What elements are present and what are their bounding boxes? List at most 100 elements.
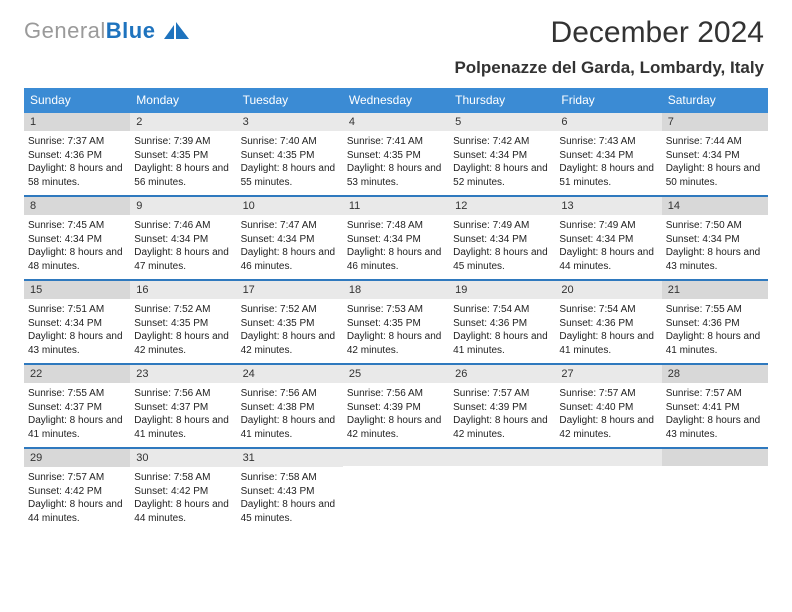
day-cell: 26Sunrise: 7:57 AMSunset: 4:39 PMDayligh…: [449, 365, 555, 447]
day-cell: 7Sunrise: 7:44 AMSunset: 4:34 PMDaylight…: [662, 113, 768, 195]
day-cell: 5Sunrise: 7:42 AMSunset: 4:34 PMDaylight…: [449, 113, 555, 195]
day-info: Sunrise: 7:57 AMSunset: 4:42 PMDaylight:…: [24, 467, 130, 525]
sunset-line: Sunset: 4:43 PM: [241, 485, 339, 499]
daylight-line: Daylight: 8 hours and 42 minutes.: [347, 330, 445, 357]
day-info: Sunrise: 7:41 AMSunset: 4:35 PMDaylight:…: [343, 131, 449, 189]
day-cell: 23Sunrise: 7:56 AMSunset: 4:37 PMDayligh…: [130, 365, 236, 447]
calendar-week: 8Sunrise: 7:45 AMSunset: 4:34 PMDaylight…: [24, 197, 768, 281]
day-cell: 29Sunrise: 7:57 AMSunset: 4:42 PMDayligh…: [24, 449, 130, 531]
day-number: 18: [343, 281, 449, 299]
day-number: 3: [237, 113, 343, 131]
day-cell: 12Sunrise: 7:49 AMSunset: 4:34 PMDayligh…: [449, 197, 555, 279]
sunset-line: Sunset: 4:34 PM: [347, 233, 445, 247]
day-info: Sunrise: 7:45 AMSunset: 4:34 PMDaylight:…: [24, 215, 130, 273]
day-number: 8: [24, 197, 130, 215]
day-number: 1: [24, 113, 130, 131]
sunrise-line: Sunrise: 7:57 AM: [28, 471, 126, 485]
day-cell: 31Sunrise: 7:58 AMSunset: 4:43 PMDayligh…: [237, 449, 343, 531]
day-cell: [449, 449, 555, 531]
sunset-line: Sunset: 4:41 PM: [666, 401, 764, 415]
day-number: 9: [130, 197, 236, 215]
day-number: 30: [130, 449, 236, 467]
day-info: Sunrise: 7:50 AMSunset: 4:34 PMDaylight:…: [662, 215, 768, 273]
day-number: 28: [662, 365, 768, 383]
day-info: Sunrise: 7:55 AMSunset: 4:36 PMDaylight:…: [662, 299, 768, 357]
day-cell: 2Sunrise: 7:39 AMSunset: 4:35 PMDaylight…: [130, 113, 236, 195]
daylight-line: Daylight: 8 hours and 51 minutes.: [559, 162, 657, 189]
day-info: Sunrise: 7:37 AMSunset: 4:36 PMDaylight:…: [24, 131, 130, 189]
day-info: Sunrise: 7:42 AMSunset: 4:34 PMDaylight:…: [449, 131, 555, 189]
dow-sun: Sunday: [24, 88, 130, 113]
sunrise-line: Sunrise: 7:58 AM: [241, 471, 339, 485]
day-info: Sunrise: 7:52 AMSunset: 4:35 PMDaylight:…: [130, 299, 236, 357]
daylight-line: Daylight: 8 hours and 56 minutes.: [134, 162, 232, 189]
day-cell: 24Sunrise: 7:56 AMSunset: 4:38 PMDayligh…: [237, 365, 343, 447]
day-info: Sunrise: 7:58 AMSunset: 4:43 PMDaylight:…: [237, 467, 343, 525]
sunrise-line: Sunrise: 7:50 AM: [666, 219, 764, 233]
day-info: Sunrise: 7:57 AMSunset: 4:41 PMDaylight:…: [662, 383, 768, 441]
day-info: Sunrise: 7:55 AMSunset: 4:37 PMDaylight:…: [24, 383, 130, 441]
sunrise-line: Sunrise: 7:53 AM: [347, 303, 445, 317]
logo-text-blue: Blue: [106, 18, 156, 43]
daylight-line: Daylight: 8 hours and 46 minutes.: [241, 246, 339, 273]
daylight-line: Daylight: 8 hours and 45 minutes.: [453, 246, 551, 273]
daylight-line: Daylight: 8 hours and 47 minutes.: [134, 246, 232, 273]
day-cell: 28Sunrise: 7:57 AMSunset: 4:41 PMDayligh…: [662, 365, 768, 447]
sunrise-line: Sunrise: 7:56 AM: [347, 387, 445, 401]
sunset-line: Sunset: 4:34 PM: [666, 149, 764, 163]
day-number: 22: [24, 365, 130, 383]
day-number: 4: [343, 113, 449, 131]
day-info: Sunrise: 7:57 AMSunset: 4:40 PMDaylight:…: [555, 383, 661, 441]
day-info: Sunrise: 7:49 AMSunset: 4:34 PMDaylight:…: [449, 215, 555, 273]
sunset-line: Sunset: 4:35 PM: [347, 149, 445, 163]
sunset-line: Sunset: 4:35 PM: [241, 149, 339, 163]
day-info: Sunrise: 7:51 AMSunset: 4:34 PMDaylight:…: [24, 299, 130, 357]
daylight-line: Daylight: 8 hours and 41 minutes.: [241, 414, 339, 441]
page-subtitle: Polpenazze del Garda, Lombardy, Italy: [454, 58, 764, 78]
sunrise-line: Sunrise: 7:52 AM: [241, 303, 339, 317]
calendar-weeks: 1Sunrise: 7:37 AMSunset: 4:36 PMDaylight…: [24, 113, 768, 531]
day-info: Sunrise: 7:52 AMSunset: 4:35 PMDaylight:…: [237, 299, 343, 357]
sunset-line: Sunset: 4:36 PM: [666, 317, 764, 331]
sunset-line: Sunset: 4:35 PM: [347, 317, 445, 331]
day-cell: [343, 449, 449, 531]
day-number: 24: [237, 365, 343, 383]
sunrise-line: Sunrise: 7:39 AM: [134, 135, 232, 149]
dow-sat: Saturday: [662, 88, 768, 113]
daylight-line: Daylight: 8 hours and 44 minutes.: [28, 498, 126, 525]
day-cell: 25Sunrise: 7:56 AMSunset: 4:39 PMDayligh…: [343, 365, 449, 447]
daylight-line: Daylight: 8 hours and 41 minutes.: [28, 414, 126, 441]
sunrise-line: Sunrise: 7:41 AM: [347, 135, 445, 149]
daylight-line: Daylight: 8 hours and 55 minutes.: [241, 162, 339, 189]
day-info: Sunrise: 7:56 AMSunset: 4:38 PMDaylight:…: [237, 383, 343, 441]
day-info: Sunrise: 7:46 AMSunset: 4:34 PMDaylight:…: [130, 215, 236, 273]
sunrise-line: Sunrise: 7:47 AM: [241, 219, 339, 233]
sunrise-line: Sunrise: 7:51 AM: [28, 303, 126, 317]
day-cell: 21Sunrise: 7:55 AMSunset: 4:36 PMDayligh…: [662, 281, 768, 363]
day-cell: 9Sunrise: 7:46 AMSunset: 4:34 PMDaylight…: [130, 197, 236, 279]
dow-wed: Wednesday: [343, 88, 449, 113]
sunset-line: Sunset: 4:34 PM: [666, 233, 764, 247]
day-info: Sunrise: 7:48 AMSunset: 4:34 PMDaylight:…: [343, 215, 449, 273]
day-number: 14: [662, 197, 768, 215]
day-info: Sunrise: 7:57 AMSunset: 4:39 PMDaylight:…: [449, 383, 555, 441]
sunset-line: Sunset: 4:39 PM: [453, 401, 551, 415]
sunset-line: Sunset: 4:35 PM: [134, 317, 232, 331]
sunrise-line: Sunrise: 7:37 AM: [28, 135, 126, 149]
sunrise-line: Sunrise: 7:54 AM: [453, 303, 551, 317]
calendar-week: 15Sunrise: 7:51 AMSunset: 4:34 PMDayligh…: [24, 281, 768, 365]
day-number: 2: [130, 113, 236, 131]
sunrise-line: Sunrise: 7:58 AM: [134, 471, 232, 485]
day-cell: 15Sunrise: 7:51 AMSunset: 4:34 PMDayligh…: [24, 281, 130, 363]
daylight-line: Daylight: 8 hours and 43 minutes.: [666, 246, 764, 273]
day-number: [343, 449, 449, 466]
day-cell: 6Sunrise: 7:43 AMSunset: 4:34 PMDaylight…: [555, 113, 661, 195]
day-number: 5: [449, 113, 555, 131]
day-cell: 27Sunrise: 7:57 AMSunset: 4:40 PMDayligh…: [555, 365, 661, 447]
sunrise-line: Sunrise: 7:52 AM: [134, 303, 232, 317]
day-info: Sunrise: 7:44 AMSunset: 4:34 PMDaylight:…: [662, 131, 768, 189]
day-number: 21: [662, 281, 768, 299]
sunset-line: Sunset: 4:37 PM: [134, 401, 232, 415]
day-cell: 17Sunrise: 7:52 AMSunset: 4:35 PMDayligh…: [237, 281, 343, 363]
day-cell: 16Sunrise: 7:52 AMSunset: 4:35 PMDayligh…: [130, 281, 236, 363]
